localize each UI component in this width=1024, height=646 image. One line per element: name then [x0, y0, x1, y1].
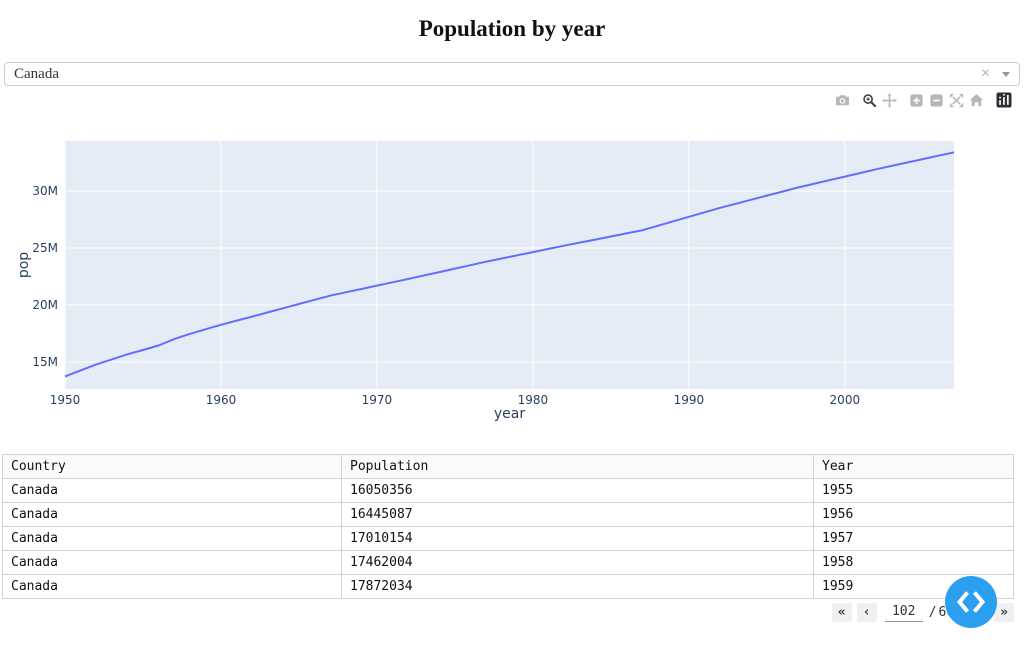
- x-axis-title: year: [494, 406, 525, 422]
- x-tick-label: 1950: [50, 393, 81, 407]
- pop-line-series: [64, 151, 955, 378]
- reset-axes-button[interactable]: [966, 93, 986, 108]
- y-tick-label: 20M: [32, 298, 58, 312]
- table-cell[interactable]: 17872034: [341, 574, 814, 599]
- y-tick-label: 30M: [32, 184, 58, 198]
- zoom-button[interactable]: [859, 93, 879, 108]
- zoom-out-icon: [929, 93, 943, 107]
- chevron-down-icon[interactable]: [1002, 71, 1010, 77]
- column-header-country: Country: [2, 454, 342, 479]
- page-divider: /: [928, 605, 937, 620]
- pan-icon: [881, 92, 897, 108]
- y-tick-label: 25M: [32, 241, 58, 255]
- table-cell[interactable]: Canada: [2, 526, 342, 551]
- autoscale-button[interactable]: [946, 93, 966, 108]
- table-cell[interactable]: Canada: [2, 502, 342, 527]
- x-tick-label: 1990: [674, 393, 705, 407]
- x-tick-label: 2000: [830, 393, 861, 407]
- zoom-in-button[interactable]: [906, 93, 926, 108]
- chart-canvas[interactable]: 1950 1960 1970 1980 1990 2000 15M 20M 25M 30M year…: [0, 113, 1024, 429]
- table-cell[interactable]: 1955: [813, 478, 1014, 503]
- country-dropdown[interactable]: Canada ×: [4, 62, 1020, 86]
- x-tick-label: 1970: [362, 393, 393, 407]
- population-chart[interactable]: 1950 1960 1970 1980 1990 2000 15M 20M 25M 30M year…: [0, 113, 1024, 429]
- camera-icon: [835, 94, 849, 105]
- page-title: Population by year: [418, 16, 606, 41]
- table-row: Canada 16050356 1955: [2, 478, 1014, 503]
- pan-button[interactable]: [879, 92, 899, 108]
- column-header-population: Population: [341, 454, 814, 479]
- last-page-button[interactable]: »: [994, 603, 1014, 622]
- autoscale-icon: [949, 93, 963, 107]
- page-input[interactable]: [884, 603, 923, 622]
- table-cell[interactable]: 16445087: [341, 502, 814, 527]
- plotly-logo-icon: [996, 92, 1011, 108]
- x-tick-label: 1960: [206, 393, 237, 407]
- table-cell[interactable]: 1956: [813, 502, 1014, 527]
- prev-page-button[interactable]: ‹: [856, 603, 877, 622]
- plotly-modebar: [0, 92, 1014, 108]
- first-page-button[interactable]: «: [831, 603, 852, 622]
- dropdown-selected-value: Canada: [14, 65, 59, 82]
- y-axis-title: pop: [16, 252, 32, 278]
- table-cell[interactable]: Canada: [2, 550, 342, 575]
- column-header-year: Year: [813, 454, 1014, 479]
- chevron-left-icon: [956, 591, 970, 613]
- table-cell[interactable]: 17010154: [341, 526, 814, 551]
- data-table: Country Population Year Canada 16050356 1955…: [2, 454, 1014, 599]
- table-row: Canada 17872034 1959: [2, 574, 1014, 599]
- magnifier-icon: [862, 93, 876, 107]
- x-tick-label: 1980: [518, 393, 549, 407]
- chevron-right-icon: [972, 591, 986, 613]
- table-row: Canada 17010154 1957: [2, 526, 1014, 551]
- table-cell[interactable]: Canada: [2, 478, 342, 503]
- table-cell[interactable]: 16050356: [341, 478, 814, 503]
- clear-icon[interactable]: ×: [980, 65, 990, 82]
- plotly-logo-button[interactable]: [993, 92, 1014, 108]
- plot-area: [65, 141, 954, 389]
- table-cell[interactable]: Canada: [2, 574, 342, 599]
- zoom-in-icon: [909, 93, 923, 107]
- table-row: Canada 17462004 1958: [2, 550, 1014, 575]
- camera-button[interactable]: [832, 93, 852, 108]
- table-cell[interactable]: 1957: [813, 526, 1014, 551]
- table-cell[interactable]: 17462004: [341, 550, 814, 575]
- home-icon: [969, 93, 983, 106]
- table-cell[interactable]: 1958: [813, 550, 1014, 575]
- y-tick-label: 15M: [32, 355, 58, 369]
- page-nav-fab[interactable]: [945, 576, 997, 628]
- table-row: Canada 16445087 1956: [2, 502, 1014, 527]
- zoom-out-button[interactable]: [926, 93, 946, 108]
- pagination: « ‹ / 663 › »: [0, 603, 1014, 622]
